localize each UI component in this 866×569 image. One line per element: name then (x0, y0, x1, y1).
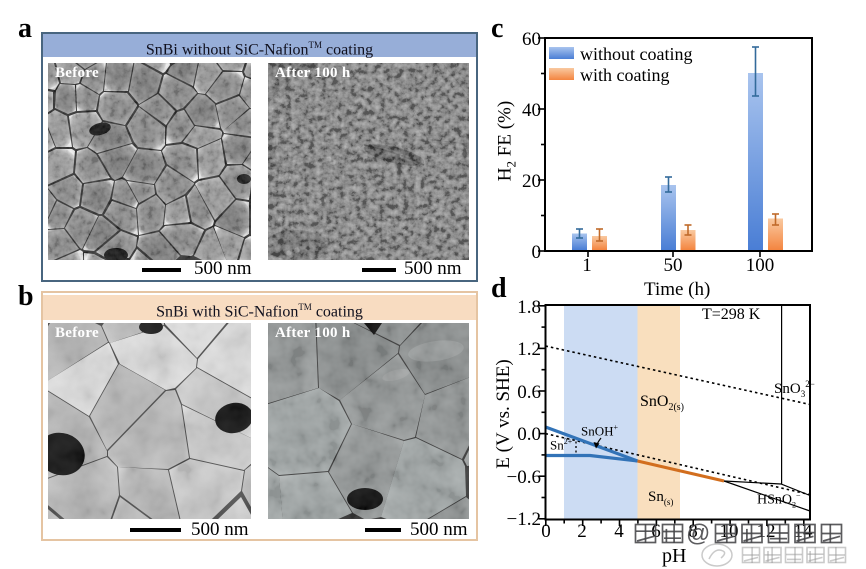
svg-text:@: @ (686, 520, 710, 547)
